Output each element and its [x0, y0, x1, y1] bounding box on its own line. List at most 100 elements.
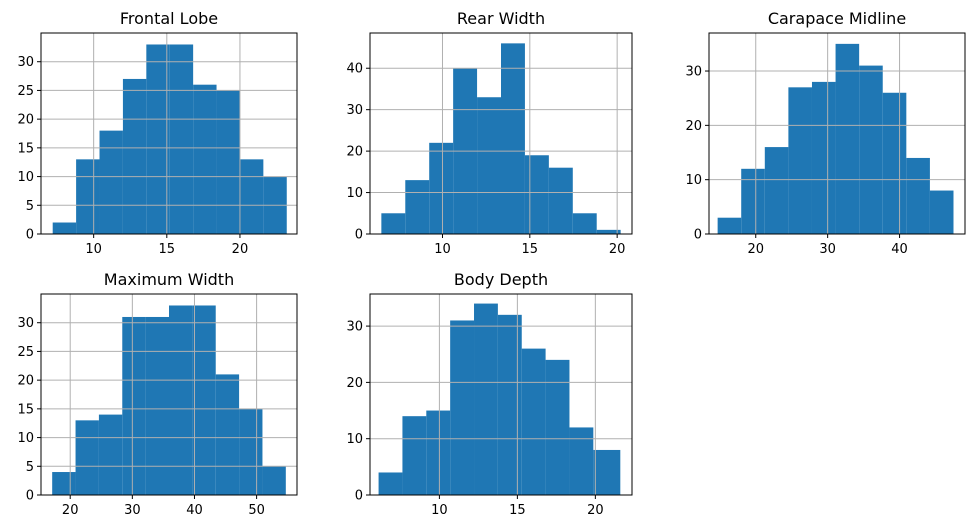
- histogram-panel: 10 15 20 0 10 20 30 Body Depth: [346, 270, 633, 518]
- histogram-bar: [859, 65, 883, 234]
- x-tick-label: 20: [62, 503, 79, 518]
- x-tick-label: 10: [85, 242, 102, 257]
- y-tick-label: 0: [355, 489, 363, 504]
- axes-frame: [40, 32, 298, 235]
- histogram-bar: [122, 316, 146, 495]
- histogram-bar: [402, 416, 427, 495]
- histogram-bar: [169, 305, 193, 495]
- histogram-bar: [596, 229, 621, 234]
- histogram-bar: [764, 147, 789, 234]
- histogram-bar: [717, 217, 742, 234]
- chart-title: Frontal Lobe: [120, 9, 218, 28]
- x-tick-label: 40: [186, 503, 203, 518]
- y-tick-label: 20: [346, 145, 363, 160]
- x-tick-label: 20: [747, 242, 764, 257]
- y-tick-label: 5: [26, 199, 34, 214]
- histogram-bar: [788, 87, 812, 234]
- histogram-bar: [405, 180, 430, 234]
- histogram-bar: [929, 190, 954, 234]
- histogram-bar: [524, 155, 549, 234]
- histogram-bar: [216, 90, 240, 234]
- axes-frame: [708, 32, 966, 235]
- y-tick-label: 10: [17, 170, 34, 185]
- x-tick-label: 40: [891, 242, 908, 257]
- y-tick-label: 30: [346, 103, 363, 118]
- histogram-bar: [501, 43, 525, 234]
- histogram-bar: [572, 213, 597, 234]
- y-tick-label: 20: [17, 113, 34, 128]
- histogram-bar: [906, 157, 930, 234]
- x-tick-label: 30: [819, 242, 836, 257]
- y-tick-label: 30: [17, 316, 34, 331]
- histogram-bar: [835, 43, 860, 234]
- y-tick-label: 10: [346, 186, 363, 201]
- x-tick-label: 20: [609, 242, 626, 257]
- y-tick-label: 15: [17, 402, 34, 417]
- histogram-panel: 20 30 40 0 10 20 30 Carapace Midline: [685, 9, 966, 257]
- histogram-bar: [192, 305, 216, 495]
- x-tick-label: 20: [232, 242, 249, 257]
- y-tick-label: 20: [346, 376, 363, 391]
- y-tick-label: 0: [355, 228, 363, 243]
- histogram-bar: [98, 414, 123, 495]
- x-tick-label: 15: [509, 503, 526, 518]
- histogram-bar: [450, 320, 475, 495]
- y-tick-label: 0: [694, 228, 702, 243]
- histogram-bar: [122, 78, 147, 234]
- y-tick-label: 30: [17, 55, 34, 70]
- histogram-bar: [75, 420, 99, 495]
- y-tick-label: 30: [685, 65, 702, 80]
- histogram-bar: [545, 359, 570, 495]
- histogram-bar: [474, 303, 498, 495]
- histogram-bar: [52, 472, 76, 495]
- y-tick-label: 0: [26, 228, 34, 243]
- histogram-bar: [76, 159, 100, 234]
- chart-title: Rear Width: [457, 9, 545, 28]
- histogram-bar: [811, 81, 836, 234]
- x-tick-label: 10: [434, 242, 451, 257]
- histogram-bar: [497, 314, 522, 495]
- y-tick-label: 25: [17, 345, 34, 360]
- histogram-panel: 10 15 20 0 5 10 15 20 25 30 Frontal Lobe: [17, 9, 298, 257]
- y-tick-label: 30: [346, 320, 363, 335]
- x-tick-label: 15: [522, 242, 539, 257]
- chart-title: Body Depth: [454, 270, 548, 289]
- y-tick-label: 10: [685, 173, 702, 188]
- histogram-bar: [146, 44, 170, 234]
- y-tick-label: 10: [17, 431, 34, 446]
- histogram-bar: [741, 168, 765, 234]
- y-tick-label: 20: [685, 119, 702, 134]
- y-tick-label: 5: [26, 460, 34, 475]
- histogram-bar: [477, 97, 501, 234]
- chart-title: Maximum Width: [104, 270, 234, 289]
- histogram-bar: [521, 348, 546, 495]
- x-tick-label: 50: [248, 503, 265, 518]
- axes-frame: [369, 32, 633, 235]
- x-tick-label: 15: [159, 242, 176, 257]
- histogram-bar: [429, 142, 454, 234]
- chart-title: Carapace Midline: [768, 9, 906, 28]
- histogram-bar: [52, 222, 77, 234]
- histogram-panel: 10 15 20 0 10 20 30 40 Rear Width: [346, 9, 633, 257]
- axes-frame: [40, 293, 298, 496]
- histogram-bar: [381, 213, 406, 234]
- histogram-bar: [569, 427, 594, 495]
- y-tick-label: 40: [346, 62, 363, 77]
- histogram-bar: [99, 130, 123, 234]
- histogram-bar: [593, 449, 621, 495]
- x-tick-label: 30: [124, 503, 141, 518]
- x-tick-label: 20: [587, 503, 604, 518]
- y-tick-label: 10: [346, 432, 363, 447]
- axes-frame: [369, 293, 633, 496]
- x-tick-label: 10: [431, 503, 448, 518]
- histogram-bar: [378, 472, 403, 495]
- y-tick-label: 15: [17, 141, 34, 156]
- y-tick-label: 25: [17, 84, 34, 99]
- y-tick-label: 20: [17, 374, 34, 389]
- y-tick-label: 0: [26, 489, 34, 504]
- histogram-bar: [548, 167, 573, 234]
- histogram-bar: [426, 410, 451, 495]
- histogram-bar: [215, 374, 240, 495]
- histogram-bar: [239, 408, 263, 495]
